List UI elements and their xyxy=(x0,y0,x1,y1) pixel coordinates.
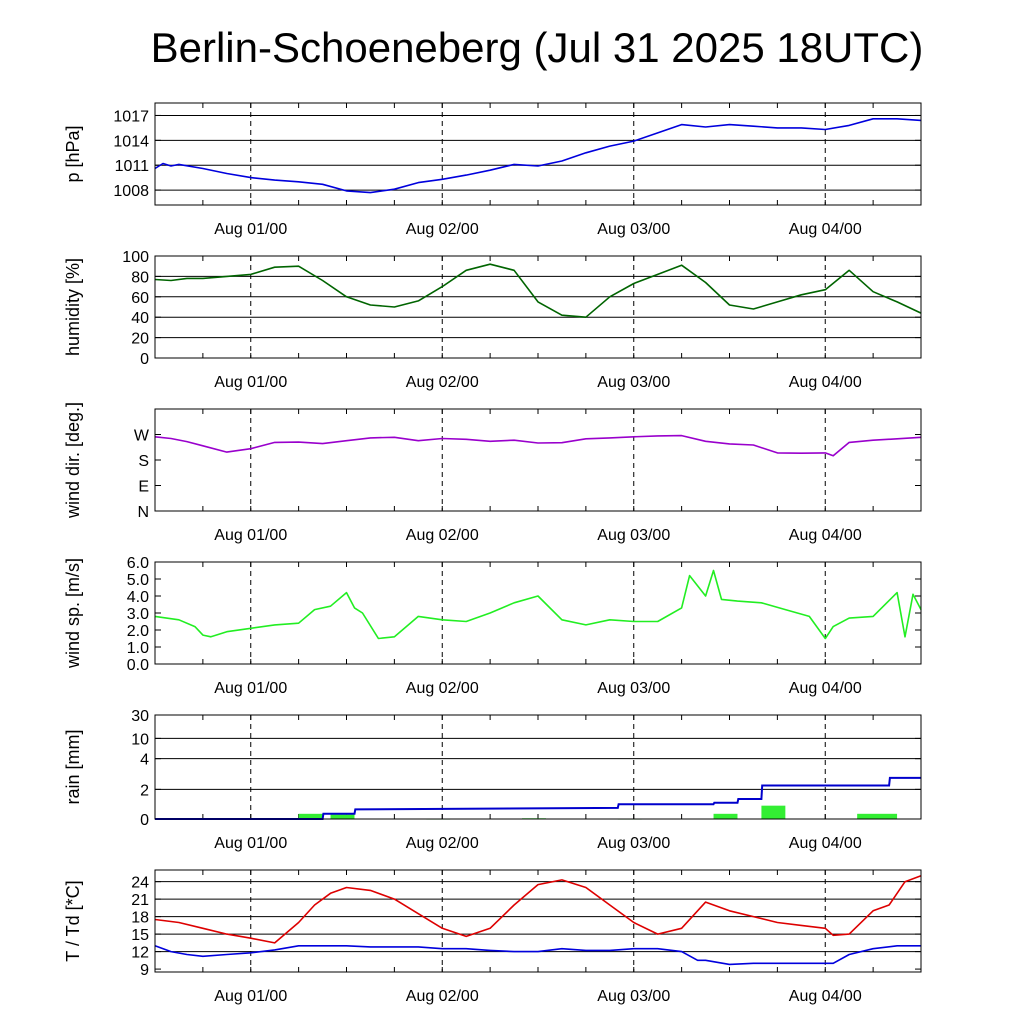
wind_speed-line xyxy=(154,569,922,640)
x-tick-label: Aug 01/00 xyxy=(214,680,287,697)
y-tick-label: 1011 xyxy=(115,158,150,175)
x-tick-label: Aug 02/00 xyxy=(406,221,479,238)
y-tick-label: 2.0 xyxy=(127,623,149,640)
y-tick-label: 1014 xyxy=(113,133,149,150)
x-tick-label: Aug 02/00 xyxy=(406,527,479,544)
x-tick-label: Aug 03/00 xyxy=(597,374,670,391)
y-tick-label: 3.0 xyxy=(127,606,149,623)
panel-humidity: 0 20 40 60 80 100 Aug 01/00 Aug 02/00 Aug 03/00 A… xyxy=(63,249,922,391)
y-axis-label: wind sp. [m/s] xyxy=(63,558,83,669)
dewpoint-line xyxy=(154,945,921,966)
y-tick-label: 6.0 xyxy=(127,555,149,572)
y-axis-label: p [hPa] xyxy=(63,125,83,182)
x-tick-label: Aug 03/00 xyxy=(597,988,670,1005)
x-tick-label: Aug 02/00 xyxy=(406,680,479,697)
x-tick-label: Aug 03/00 xyxy=(597,680,670,697)
panel-pressure: 1008 1011 1014 1017 Aug 01/00 Aug 02/00 Aug 03… xyxy=(63,102,922,238)
x-tick-label: Aug 02/00 xyxy=(406,835,479,852)
rain-bar xyxy=(857,813,898,819)
rain-accumulated-line xyxy=(155,776,921,820)
y-tick-label: S xyxy=(138,453,149,470)
y-tick-label: 12 xyxy=(131,945,149,962)
plot-frame xyxy=(154,102,922,206)
plot-frame xyxy=(154,561,922,665)
y-tick-label: 0 xyxy=(140,351,149,368)
x-tick-label: Aug 03/00 xyxy=(597,835,670,852)
x-tick-label: Aug 01/00 xyxy=(214,374,287,391)
pressure-line xyxy=(154,118,922,194)
y-tick-label: 100 xyxy=(122,249,149,266)
y-axis-label: wind dir. [deg.] xyxy=(63,402,83,519)
plot-frame xyxy=(154,408,922,512)
y-tick-label: 4 xyxy=(140,752,149,769)
y-tick-label: 2 xyxy=(140,782,149,799)
y-tick-label: N xyxy=(137,504,149,521)
y-tick-label: 24 xyxy=(131,875,149,892)
y-tick-label: 5.0 xyxy=(127,572,149,589)
humidity-line xyxy=(154,263,922,318)
x-tick-label: Aug 04/00 xyxy=(789,374,862,391)
x-tick-label: Aug 01/00 xyxy=(214,527,287,544)
x-tick-label: Aug 04/00 xyxy=(789,988,862,1005)
x-tick-label: Aug 04/00 xyxy=(789,835,862,852)
x-tick-label: Aug 01/00 xyxy=(214,988,287,1005)
x-tick-label: Aug 02/00 xyxy=(406,988,479,1005)
panel-rain: 0 2 4 10 30 Aug 01/00 Aug 02/00 Aug 03/00 Aug 04… xyxy=(63,708,922,852)
rain-bar xyxy=(298,813,323,819)
y-tick-label: 10 xyxy=(131,731,149,748)
x-tick-label: Aug 04/00 xyxy=(789,221,862,238)
plot-frame xyxy=(154,255,922,359)
y-tick-label: 60 xyxy=(131,290,149,307)
y-axis-label: humidity [%] xyxy=(63,258,83,356)
rain-bar xyxy=(330,814,355,819)
y-tick-label: 1017 xyxy=(113,108,149,125)
y-axis-label: rain [mm] xyxy=(63,729,83,804)
y-tick-label: 1.0 xyxy=(127,640,149,657)
y-tick-label: 40 xyxy=(131,310,149,327)
x-tick-label: Aug 01/00 xyxy=(214,835,287,852)
x-tick-label: Aug 04/00 xyxy=(789,527,862,544)
x-tick-label: Aug 02/00 xyxy=(406,374,479,391)
y-tick-label: E xyxy=(138,479,149,496)
plot-frame xyxy=(154,869,922,973)
x-tick-label: Aug 03/00 xyxy=(597,527,670,544)
y-tick-label: 4.0 xyxy=(127,589,149,606)
y-tick-label: W xyxy=(134,428,150,445)
y-tick-label: 18 xyxy=(131,910,149,927)
y-tick-label: 0 xyxy=(140,812,149,829)
panel-wind_speed: 0.01.02.03.04.05.06.0 Aug 01/00 Aug 02/00 A… xyxy=(63,555,922,697)
chart-title: Berlin-Schoeneberg (Jul 31 2025 18UTC) xyxy=(150,24,924,71)
y-tick-label: 15 xyxy=(131,927,149,944)
wind_dir-line xyxy=(154,434,922,457)
y-tick-label: 9 xyxy=(140,962,149,979)
y-tick-label: 30 xyxy=(131,708,149,725)
y-axis-label: T / Td [*C] xyxy=(63,880,83,961)
x-tick-label: Aug 04/00 xyxy=(789,680,862,697)
y-tick-label: 1008 xyxy=(113,183,149,200)
rain-bar xyxy=(761,805,786,819)
y-tick-label: 20 xyxy=(131,331,149,348)
x-tick-label: Aug 03/00 xyxy=(597,221,670,238)
x-tick-label: Aug 01/00 xyxy=(214,221,287,238)
plot-frame xyxy=(154,714,922,820)
y-tick-label: 21 xyxy=(131,892,149,909)
temperature-line xyxy=(154,875,922,944)
rain-bar xyxy=(713,813,738,819)
y-tick-label: 0.0 xyxy=(127,657,149,674)
y-tick-label: 80 xyxy=(131,269,149,286)
